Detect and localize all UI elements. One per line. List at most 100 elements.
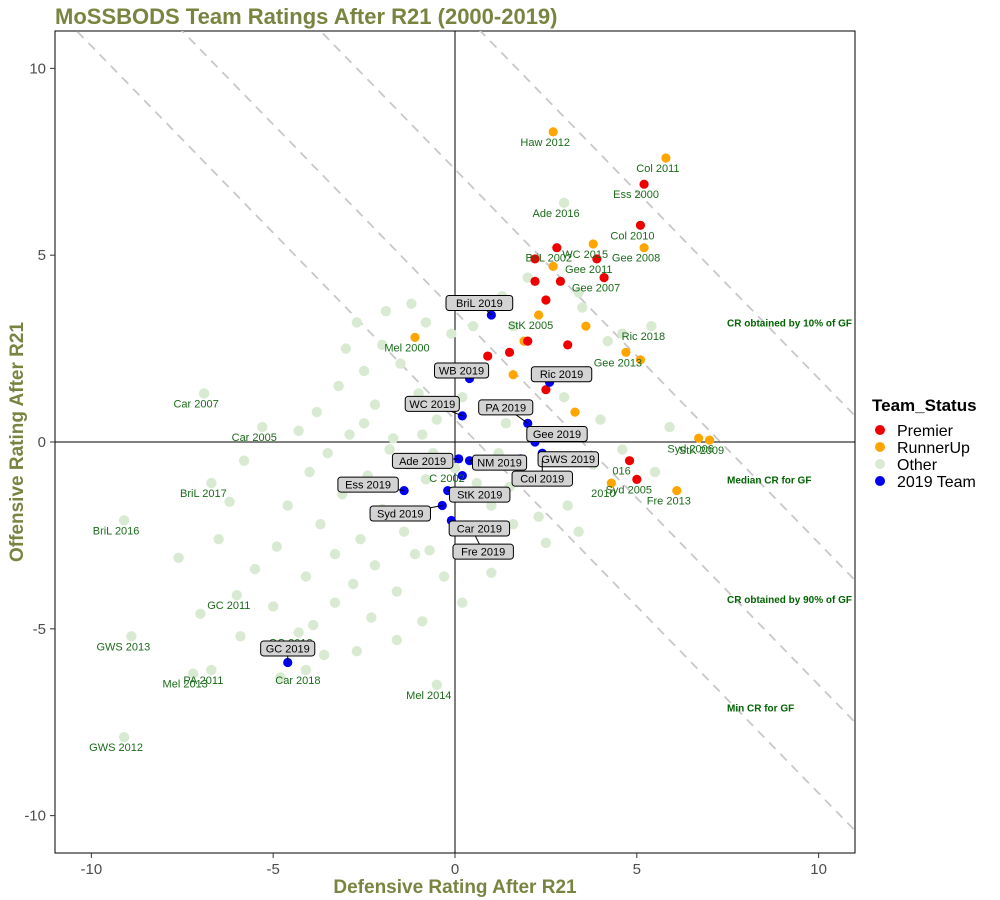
legend-swatch (875, 459, 885, 469)
runnerup-point (548, 127, 558, 137)
premier-point (523, 336, 533, 346)
team-label-box (448, 520, 511, 537)
reference-line-label-1: Median CR for GF (727, 475, 811, 486)
runnerup-point (639, 243, 649, 253)
other-point (173, 552, 184, 564)
team-label-box (452, 543, 514, 560)
runnerup-point (534, 310, 544, 320)
other-point (249, 563, 261, 575)
other-point (318, 649, 330, 661)
legend-swatch (875, 425, 885, 435)
point-label: Gee 2007 (572, 283, 620, 295)
legend-title: Team_Status (872, 396, 977, 415)
other-point (275, 672, 286, 683)
other-point (500, 418, 512, 429)
x-tick-label: -5 (267, 861, 280, 878)
other-point (238, 455, 250, 466)
other-point (322, 448, 333, 459)
team-label-box (530, 366, 593, 383)
premier-point (530, 276, 540, 286)
point-label: Ric 2018 (622, 331, 665, 343)
team-label-text: GWS 2019 (541, 454, 595, 466)
point-label: Car 2018 (275, 675, 320, 687)
other-point (380, 306, 392, 317)
other-point (646, 320, 657, 332)
x-tick-label: 10 (810, 861, 827, 878)
other-point (424, 545, 435, 556)
other-point (282, 500, 293, 511)
y-tick-label: 5 (38, 247, 46, 264)
other-point (457, 597, 468, 608)
other-point (486, 567, 497, 578)
other-point (231, 589, 243, 601)
team-label-text: GC 2019 (266, 643, 310, 655)
other-point (224, 496, 235, 507)
runnerup-point (410, 332, 420, 342)
other-point (198, 388, 210, 399)
runnerup-point (581, 321, 591, 331)
legend-label: RunnerUp (897, 440, 970, 457)
other-point (471, 477, 483, 489)
other-point (340, 343, 352, 354)
other-point (595, 414, 606, 425)
runnerup-point (704, 435, 715, 445)
other-point (507, 320, 519, 332)
y-tick-label: -10 (24, 808, 46, 825)
team-label-text: Syd 2019 (377, 509, 423, 521)
runnerup-point (672, 485, 682, 496)
reference-line-label-3: Min CR for GF (727, 703, 794, 714)
legend-swatch (875, 442, 885, 452)
other-point (409, 548, 421, 560)
other-point (431, 679, 443, 691)
other-point (562, 500, 573, 511)
team-label-text: Ess 2019 (345, 480, 391, 492)
team-label-box (537, 451, 599, 468)
reference-line-label-2: CR obtained by 90% of GF (727, 595, 852, 606)
other-point (235, 631, 246, 642)
runnerup-point (661, 153, 671, 163)
team-label-box (260, 640, 316, 657)
point-label: 2010 (591, 488, 615, 500)
y-axis-title: Offensive Rating After R21 (7, 322, 28, 562)
x-axis-title: Defensive Rating After R21 (333, 877, 577, 898)
point-label: Ess 2000 (613, 189, 659, 201)
premier-point (599, 273, 609, 283)
point-label: Col 2010 (610, 230, 654, 242)
other-point (377, 339, 388, 351)
other-point (387, 433, 399, 444)
runnerup-point (588, 239, 598, 249)
runnerup-point (694, 433, 704, 443)
other-point (187, 668, 199, 679)
point-label: Fre 2013 (647, 496, 691, 508)
point-labels: CR obtained by 10% of GF Median CR for GF… (89, 137, 852, 754)
other-point (486, 500, 497, 511)
team-label-text: BriL 2019 (456, 298, 503, 310)
point-label: Car 2005 (232, 432, 277, 444)
other-point (358, 418, 370, 429)
other-point (391, 634, 403, 646)
team-label-box (449, 486, 511, 503)
other-point (438, 571, 450, 582)
other-point (333, 380, 344, 392)
other-point (351, 646, 363, 657)
premier-point (552, 243, 562, 253)
premier-point (541, 295, 551, 305)
other-point (664, 421, 675, 433)
team-label-box (433, 362, 490, 379)
team-label-box (445, 294, 514, 311)
premier-point (635, 220, 646, 230)
point-label: Col 2011 (636, 163, 679, 175)
other-point (293, 425, 304, 436)
other-point (206, 477, 217, 489)
other-point (300, 664, 312, 676)
team-label-text: Ade 2019 (399, 456, 446, 468)
chart-title: MoSSBODS Team Ratings After R21 (2000-20… (55, 4, 558, 29)
other-point (329, 597, 341, 608)
other-point (369, 399, 381, 410)
team-label-text: Car 2019 (457, 523, 502, 535)
other-point (304, 466, 315, 478)
other-point (507, 519, 519, 530)
other-point (420, 474, 432, 485)
other-point (267, 601, 279, 612)
point-label: PA 2011 (183, 675, 223, 687)
